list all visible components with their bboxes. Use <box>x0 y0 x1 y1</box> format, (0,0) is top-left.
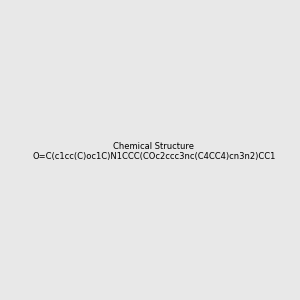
Text: Chemical Structure
O=C(c1cc(C)oc1C)N1CCC(COc2ccc3nc(C4CC4)cn3n2)CC1: Chemical Structure O=C(c1cc(C)oc1C)N1CCC… <box>32 142 275 161</box>
